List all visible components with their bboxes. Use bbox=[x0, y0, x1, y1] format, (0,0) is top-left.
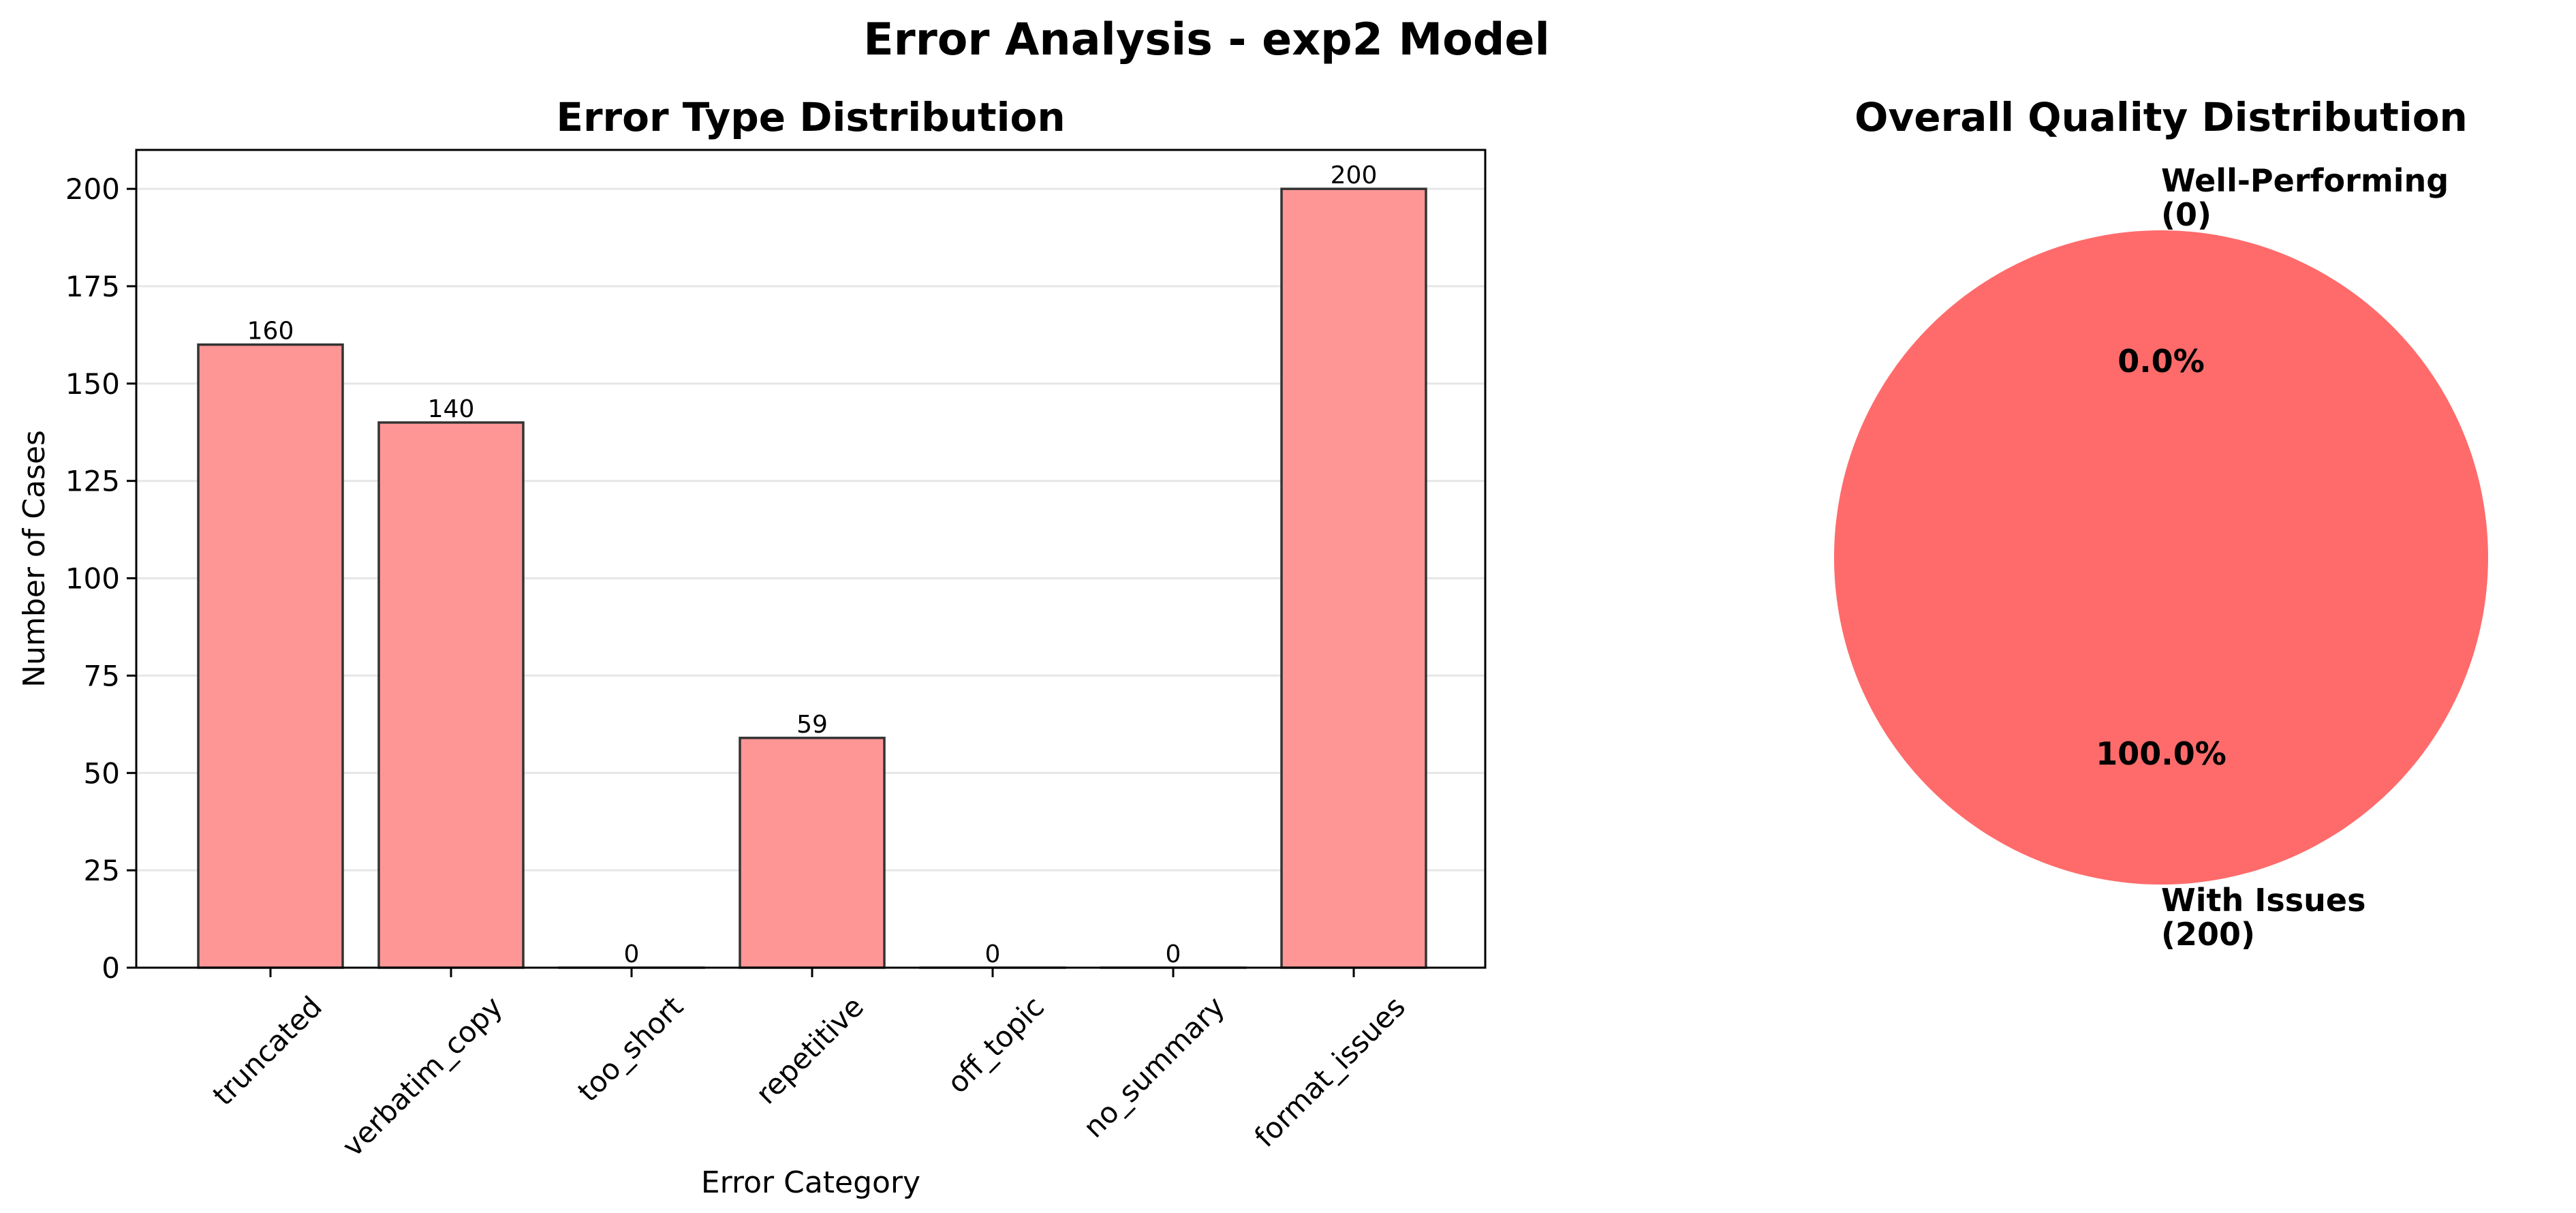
y-tick-label: 175 bbox=[65, 270, 120, 303]
y-axis-label: Number of Cases bbox=[17, 430, 52, 688]
bar-value-label: 0 bbox=[624, 940, 640, 968]
bars bbox=[197, 187, 1427, 969]
bar-value-labels: 160 140 0 59 0 0 200 bbox=[247, 162, 1378, 968]
pie-labels: 0.0% Well-Performing (0) 100.0% With Issues(… bbox=[2096, 162, 2449, 953]
x-tick-label: truncated bbox=[206, 989, 328, 1111]
x-tick-label: no_summary bbox=[1076, 989, 1231, 1144]
y-axis-ticks: 0 25 50 75 100 125 150 175 200 bbox=[65, 172, 136, 985]
y-tick-label: 25 bbox=[84, 854, 120, 887]
plot-frame bbox=[135, 149, 1487, 969]
pie-slice-with-issues bbox=[1834, 230, 2488, 885]
pie-category-label: With Issues (200) bbox=[2161, 882, 2365, 953]
x-tick-label: repetitive bbox=[749, 989, 870, 1110]
x-tick-label: format_issues bbox=[1248, 989, 1412, 1153]
y-tick-label: 75 bbox=[84, 659, 120, 692]
y-tick-label: 100 bbox=[65, 562, 120, 596]
bar-chart: Error Type Distribution 160 140 0 59 0 0 200 0… bbox=[17, 94, 1487, 1200]
pie-chart-title: Overall Quality Distribution bbox=[1855, 94, 2468, 140]
bar-value-label: 160 bbox=[247, 318, 294, 346]
x-axis-label: Error Category bbox=[701, 1165, 920, 1200]
bar-format_issues bbox=[1280, 187, 1427, 969]
pie-pct-label: 100.0% bbox=[2096, 735, 2226, 772]
figure-title: Error Analysis - exp2 Model bbox=[863, 14, 1549, 65]
x-tick-label: off_topic bbox=[941, 989, 1051, 1099]
y-tick-label: 0 bbox=[102, 951, 120, 985]
y-tick-label: 125 bbox=[65, 465, 120, 498]
bar-value-label: 0 bbox=[985, 940, 1001, 968]
pie-slices bbox=[1834, 230, 2488, 885]
bar-value-label: 200 bbox=[1331, 162, 1378, 189]
x-tick-label: verbatim_copy bbox=[336, 989, 509, 1163]
bar-truncated bbox=[197, 343, 344, 969]
bar-value-label: 59 bbox=[796, 711, 828, 739]
pie-chart: Overall Quality Distribution 0.0% Well-Pe… bbox=[1834, 94, 2488, 953]
bar-repetitive bbox=[739, 737, 886, 969]
bar-value-label: 0 bbox=[1166, 940, 1181, 968]
y-tick-label: 50 bbox=[84, 756, 120, 790]
bar-chart-title: Error Type Distribution bbox=[556, 94, 1065, 140]
y-tick-label: 150 bbox=[65, 367, 120, 401]
x-axis-ticks: truncated verbatim_copy too_short repetitiv… bbox=[206, 968, 1412, 1163]
x-tick-label: too_short bbox=[571, 989, 689, 1108]
pie-pct-label: 0.0% bbox=[2117, 343, 2205, 380]
y-tick-label: 200 bbox=[65, 172, 120, 206]
bar-value-label: 140 bbox=[428, 395, 475, 423]
gridlines bbox=[136, 187, 1485, 872]
bar-verbatim_copy bbox=[377, 421, 525, 969]
pie-category-label: Well-Performing (0) bbox=[2161, 162, 2449, 233]
